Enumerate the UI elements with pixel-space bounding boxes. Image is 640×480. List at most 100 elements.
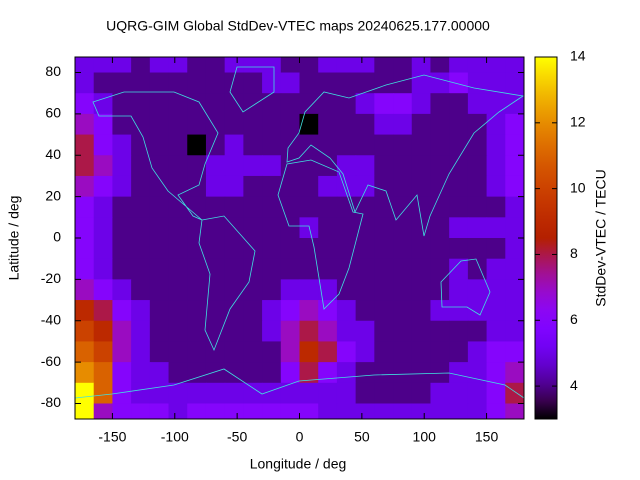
heatmap-cell [486, 258, 506, 280]
heatmap-cell [75, 403, 95, 419]
heatmap-cell [374, 72, 394, 94]
heatmap-cell [336, 279, 357, 301]
heatmap-cell [280, 279, 300, 301]
heatmap-cell [486, 341, 506, 363]
heatmap-cell [280, 238, 300, 260]
heatmap-cell [149, 155, 170, 177]
heatmap-cell [112, 362, 132, 384]
heatmap-cell [112, 134, 132, 156]
heatmap-cell [486, 362, 506, 384]
heatmap-cell [149, 362, 170, 384]
heatmap-cell [505, 341, 524, 363]
heatmap-cell [449, 175, 469, 198]
heatmap-cell [149, 279, 170, 301]
heatmap-cell [187, 72, 207, 94]
heatmap-cell [505, 238, 524, 260]
heatmap-cell [93, 93, 113, 115]
heatmap-cell [486, 134, 506, 156]
heatmap-cell [467, 300, 488, 322]
heatmap-cell [205, 113, 226, 136]
heatmap-cell [75, 382, 95, 404]
heatmap-cell [280, 155, 300, 177]
heatmap-cell [336, 362, 357, 384]
heatmap-cell [467, 341, 488, 363]
heatmap-cell [131, 279, 151, 301]
heatmap-cell [243, 217, 263, 239]
heatmap-cell [430, 113, 450, 136]
heatmap-cell [449, 57, 469, 74]
heatmap-cell [486, 93, 506, 115]
heatmap-cell [430, 362, 450, 384]
heatmap-cell [168, 175, 188, 198]
heatmap-cell [187, 113, 207, 136]
heatmap-cell [93, 300, 113, 322]
heatmap-cell [393, 196, 413, 218]
x-tick-label: 50 [354, 429, 370, 445]
heatmap-cell [280, 175, 300, 198]
heatmap-cell [318, 72, 338, 94]
heatmap-cell [393, 320, 413, 342]
heatmap-cell [112, 57, 132, 74]
heatmap-cell [93, 72, 113, 94]
heatmap-cell [262, 155, 282, 177]
heatmap-cell [486, 57, 506, 74]
heatmap-cell [131, 320, 151, 342]
heatmap-cell [393, 238, 413, 260]
heatmap-cell [505, 155, 524, 177]
heatmap-cell [280, 382, 300, 404]
heatmap-cell [243, 341, 263, 363]
heatmap-cell [262, 341, 282, 363]
heatmap-cell [262, 72, 282, 94]
heatmap-cell [131, 134, 151, 156]
heatmap-cell [93, 279, 113, 301]
heatmap-cell [205, 238, 226, 260]
heatmap-cell [224, 238, 244, 260]
heatmap-cell [336, 258, 357, 280]
heatmap-cell [168, 238, 188, 260]
heatmap-cell [355, 57, 375, 74]
heatmap-cell [280, 403, 300, 419]
heatmap-cell [299, 93, 319, 115]
heatmap-cell [411, 72, 431, 94]
heatmap-cell [262, 217, 282, 239]
heatmap-cell [75, 362, 95, 384]
heatmap-cell [374, 403, 394, 419]
heatmap-cell [411, 134, 431, 156]
heatmap-cell [449, 217, 469, 239]
heatmap-cell [430, 72, 450, 94]
heatmap-cell [205, 403, 226, 419]
heatmap-cell [355, 72, 375, 94]
heatmap-cell [411, 320, 431, 342]
heatmap-cell [75, 155, 95, 177]
heatmap-cell [75, 320, 95, 342]
heatmap-cell [224, 258, 244, 280]
heatmap-cell [243, 300, 263, 322]
heatmap-cell [75, 279, 95, 301]
heatmap-cell [75, 217, 95, 239]
heatmap-cell [486, 72, 506, 94]
heatmap-cell [93, 382, 113, 404]
heatmap-cell [411, 403, 431, 419]
colorbar-label: StdDev-VTEC / TECU [593, 169, 609, 306]
y-tick-label: 40 [45, 146, 61, 162]
heatmap-cell [393, 175, 413, 198]
heatmap-cell [149, 113, 170, 136]
heatmap-cell [505, 300, 524, 322]
heatmap-cell [112, 279, 132, 301]
heatmap-cell [411, 341, 431, 363]
heatmap-cell [374, 217, 394, 239]
heatmap-cell [75, 134, 95, 156]
heatmap-cell [243, 72, 263, 94]
heatmap-cell [205, 175, 226, 198]
heatmap-cell [467, 279, 488, 301]
heatmap-cell [299, 196, 319, 218]
y-tick-label: -20 [41, 270, 61, 286]
heatmap-cell [355, 113, 375, 136]
heatmap-cell [149, 134, 170, 156]
heatmap-cell [280, 320, 300, 342]
heatmap-cell [112, 217, 132, 239]
heatmap-cell [393, 300, 413, 322]
heatmap-cell [467, 93, 488, 115]
y-tick-label: -40 [41, 311, 61, 327]
heatmap-cell [449, 93, 469, 115]
